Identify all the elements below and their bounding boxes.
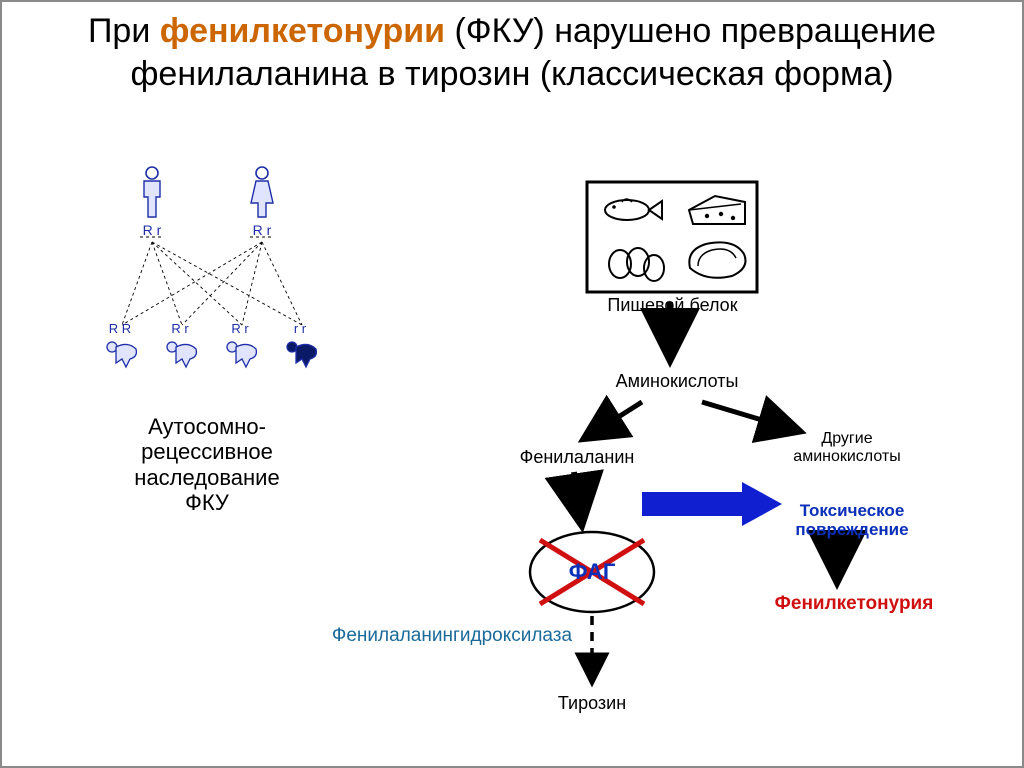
genotype-label: R r [171,321,189,336]
toxic-label: Токсическое повреждение [772,502,932,539]
amino-acids-label: Аминокислоты [602,372,752,392]
inheritance-caption: Аутосомно- рецессивное наследование ФКУ [97,414,317,515]
arrow-aa-to-phe [582,402,642,440]
arrow-phe-to-enzyme [574,472,582,527]
pedigree-line [122,242,262,325]
slide: При фенилкетонурии (ФКУ) нарушено превра… [0,0,1024,768]
pedigree-diagram: R r R r R R R r R r r r [107,167,316,367]
diagram-svg: R r R r R R R r R r r r [2,2,1024,768]
pedigree-line [262,242,302,325]
pedigree-line [182,242,262,325]
tyrosine-label: Тирозин [542,694,642,714]
enzyme-short-label: ФАГ [547,560,637,584]
pedigree-line [152,242,182,325]
genotype-label: R R [109,321,131,336]
enzyme-full-label: Фенилаланингидроксилаза [312,626,592,647]
baby-figure-icon: r r [287,321,316,367]
disease-label: Фенилкетонурия [754,594,954,615]
baby-figure-icon: R r [227,321,256,367]
other-aa-label: Другие аминокислоты [772,430,922,465]
male-figure-icon: R r [143,167,162,238]
food-box [587,182,757,292]
pedigree-line [152,242,302,325]
pedigree-line [242,242,262,325]
arrow-aa-to-other [702,402,802,432]
female-figure-icon: R r [251,167,273,238]
pedigree-line [122,242,152,325]
food-label: Пищевой белок [590,296,755,316]
pedigree-line [152,242,242,325]
arrow-phe-to-toxic [642,482,782,526]
baby-figure-icon: R r [167,321,196,367]
genotype-label: r r [294,321,307,336]
genotype-label: R r [143,222,162,238]
genotype-label: R r [253,222,272,238]
phenylalanine-label: Фенилаланин [502,448,652,468]
baby-figure-icon: R R [107,321,136,367]
